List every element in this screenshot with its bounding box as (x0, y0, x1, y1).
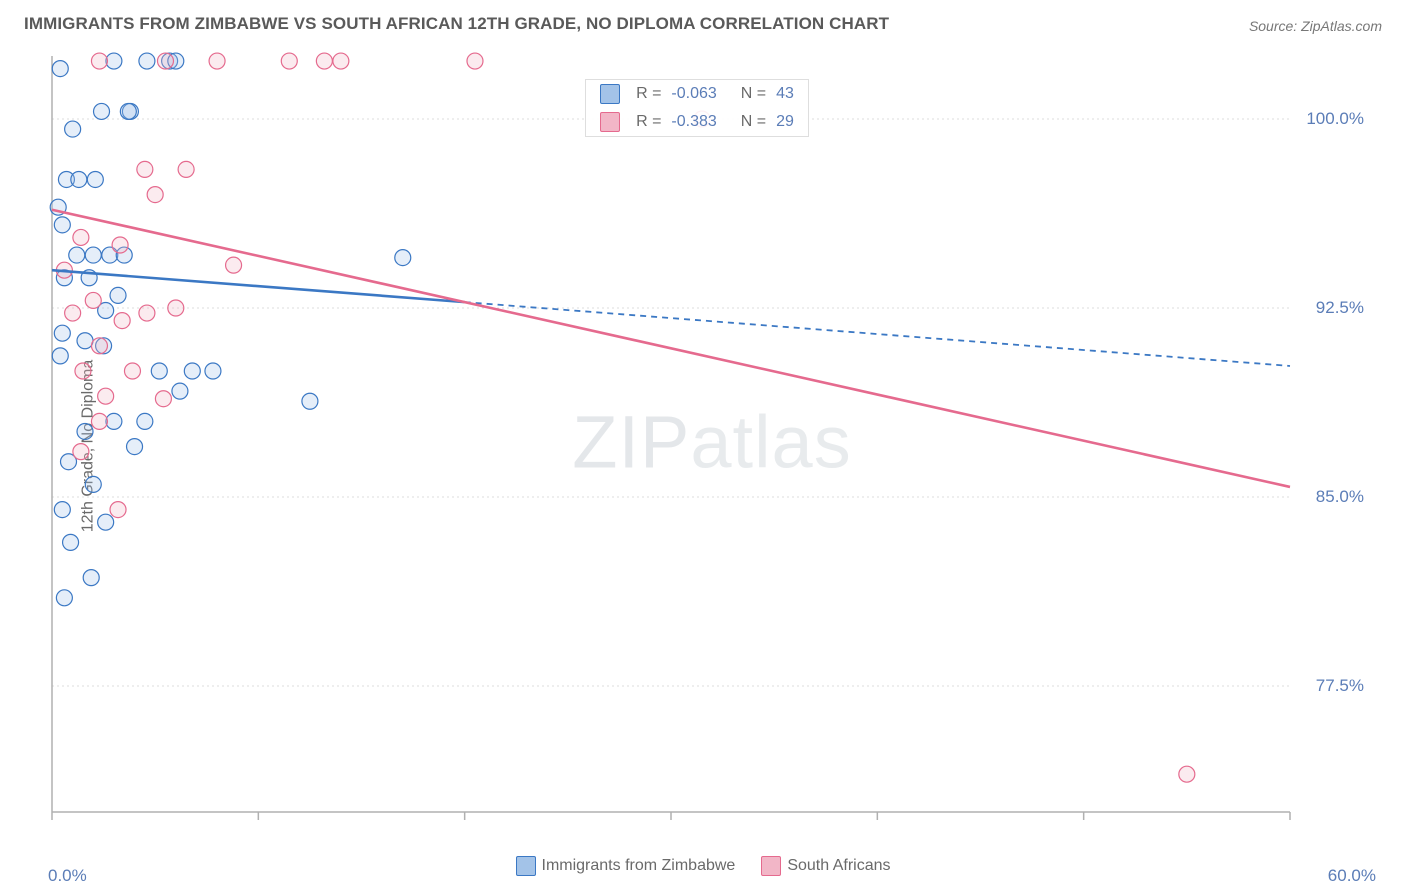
legend-swatch (761, 856, 781, 876)
legend-item: Immigrants from Zimbabwe (516, 856, 736, 876)
chart-title: IMMIGRANTS FROM ZIMBABWE VS SOUTH AFRICA… (24, 14, 889, 34)
svg-text:85.0%: 85.0% (1316, 487, 1364, 506)
stats-legend-row: R = -0.383 N = 29 (586, 108, 808, 136)
svg-text:100.0%: 100.0% (1306, 109, 1364, 128)
legend-item: South Africans (761, 856, 890, 876)
scatter-plot-svg: 77.5% 85.0% 92.5% 100.0% (44, 52, 1380, 832)
source-label: Source: ZipAtlas.com (1249, 18, 1382, 34)
bottom-legend: Immigrants from Zimbabwe South Africans (0, 848, 1406, 884)
stat-n-label: N = (741, 113, 766, 131)
stat-n-label: N = (741, 85, 766, 103)
legend-label: South Africans (787, 857, 890, 874)
legend-label: Immigrants from Zimbabwe (542, 857, 736, 874)
stats-legend-row: R = -0.063 N = 43 (586, 80, 808, 108)
svg-text:92.5%: 92.5% (1316, 298, 1364, 317)
legend-swatch (600, 112, 620, 132)
stat-r-value: -0.063 (671, 85, 716, 103)
stat-r-label: R = (636, 113, 661, 131)
stat-n-value: 43 (776, 85, 794, 103)
stat-r-value: -0.383 (671, 113, 716, 131)
stat-n-value: 29 (776, 113, 794, 131)
svg-text:77.5%: 77.5% (1316, 676, 1364, 695)
legend-swatch (516, 856, 536, 876)
chart-area: ZIPatlas 77.5%85.0%92.5%100.0% R = -0.06… (44, 52, 1380, 832)
stats-legend-box: R = -0.063 N = 43 R = -0.383 N = 29 (585, 79, 809, 137)
stat-r-label: R = (636, 85, 661, 103)
legend-swatch (600, 84, 620, 104)
